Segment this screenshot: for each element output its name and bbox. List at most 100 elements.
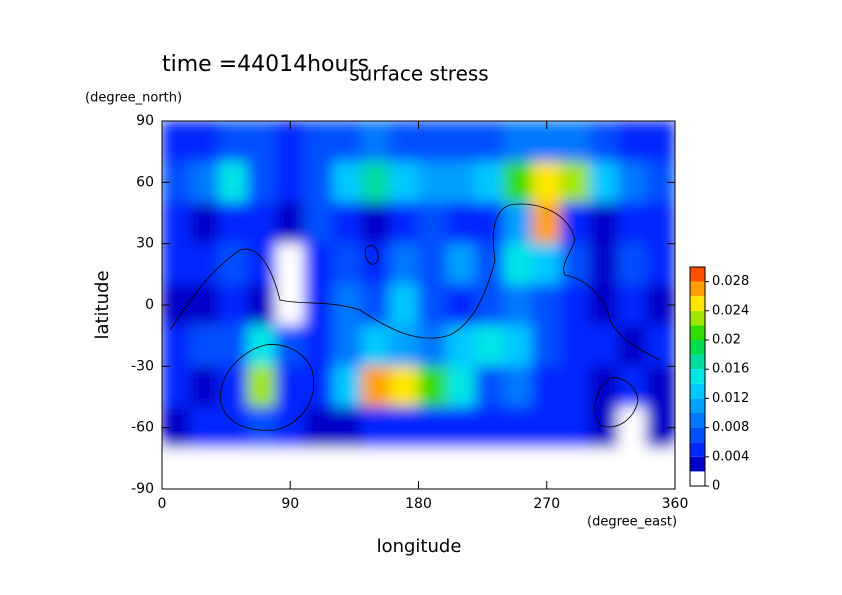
field-cell [475,161,505,204]
field-cell [361,202,391,245]
field-cell [304,365,334,408]
field-cell [446,447,476,489]
field-cell [190,243,220,286]
y-tick-label: 30 [136,236,154,252]
y-tick-label: -60 [131,420,154,436]
x-axis-label: longitude [377,536,462,557]
field-cell [361,365,391,408]
colorbar-tick-label: 0.008 [712,420,749,435]
field-cell [218,365,248,408]
field-cell [646,121,675,163]
field-cell [532,243,562,286]
field-cell [646,202,675,245]
field-cell [389,324,419,367]
colorbar-bin [690,354,705,370]
field-cell [418,243,448,286]
field-cell [218,324,248,367]
field-cell [389,447,419,489]
field-cell [304,324,334,367]
field-cell [218,202,248,245]
field-cell [503,121,533,163]
field-cell [589,161,619,204]
field-cell [275,161,305,204]
field-cell [332,365,362,408]
field-cell [503,365,533,408]
coastline [594,377,639,428]
colorbar-bin [690,398,705,413]
field-cell [532,161,562,204]
field-cell [190,365,220,408]
field-cell [304,121,334,163]
field-cell [532,365,562,408]
field-cell [218,447,248,489]
colorbar-bin [690,267,705,282]
field-cell [560,121,590,163]
colorbar-bin [690,427,705,443]
field-cell [560,202,590,245]
field-cell [162,202,191,245]
field-cell [361,161,391,204]
colorbar-bin [690,325,705,340]
field-cell [275,324,305,367]
field-cell [247,365,277,408]
y-unit: (degree_north) [85,91,182,106]
field-cell [190,202,220,245]
field-cell [275,284,305,326]
field-cell [532,324,562,367]
colorbar-tick-label: 0.024 [712,303,749,318]
field-cell [446,202,476,245]
field-cell [162,121,191,163]
field-cell [332,243,362,286]
field-cell [560,161,590,204]
field-cell [389,284,419,326]
field-cell [646,324,675,367]
field-cell [503,161,533,204]
coastline [364,245,379,265]
field-cell [503,284,533,326]
field-cell [190,406,220,449]
field-cell [418,284,448,326]
colorbar-tick-label: 0.012 [712,391,749,406]
field-cell [418,161,448,204]
field-cell [475,365,505,408]
field-cell [361,243,391,286]
field-cell [389,161,419,204]
field-cell [361,447,391,489]
field-cell [275,406,305,449]
field-cell [560,447,590,489]
field-cell [361,121,391,163]
field-cell [332,406,362,449]
field-cell [162,365,191,408]
colorbar-bin [690,413,705,428]
colorbar-bin [690,296,705,311]
x-tick-label: 360 [662,496,689,512]
field-cell [247,243,277,286]
y-tick-label: -30 [131,358,154,374]
x-unit: (degree_east) [587,515,677,530]
field-cell [560,406,590,449]
y-tick-label: 0 [145,297,154,313]
x-tick-label: 180 [405,496,432,512]
field-cell [617,161,647,204]
field-cell [190,324,220,367]
field-cell [218,284,248,326]
y-axis-label: latitude [92,270,113,339]
field-cell [418,324,448,367]
field-cell [560,284,590,326]
field-cell [446,406,476,449]
colorbar-tick-label: 0.016 [712,362,749,377]
field-cell [361,284,391,326]
field-cell [475,202,505,245]
field-cell [190,284,220,326]
field-cell [247,161,277,204]
field-cell [247,202,277,245]
field-cell [218,161,248,204]
field-cell [275,202,305,245]
colorbar-bin [690,310,705,326]
y-tick-label: 90 [136,113,154,129]
field-cell [503,447,533,489]
field-cell [418,121,448,163]
field-cell [361,324,391,367]
field-cell [332,121,362,163]
colorbar-tick-label: 0.028 [712,274,749,289]
